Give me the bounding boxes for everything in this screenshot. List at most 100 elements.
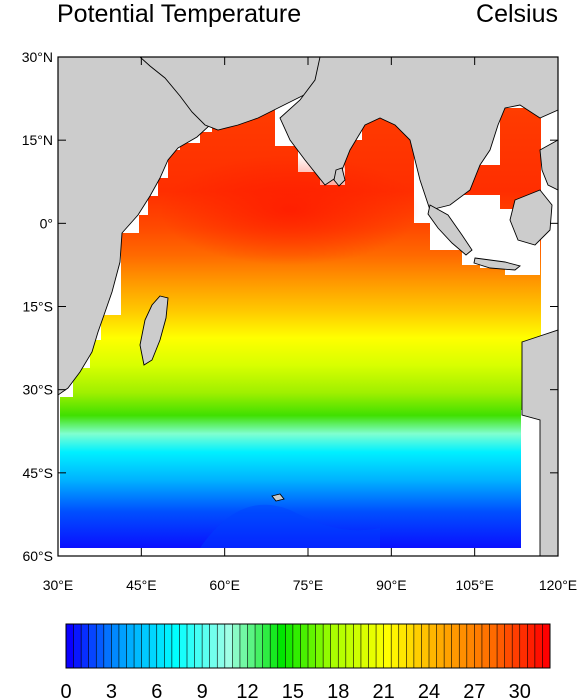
- colorbar-cell: [209, 624, 218, 668]
- colorbar-cell: [134, 624, 142, 668]
- colorbar-cell: [270, 624, 279, 668]
- colorbar-cell: [353, 624, 362, 668]
- lat-tick-label: 60°S: [22, 548, 53, 564]
- colorbar-cell: [202, 624, 210, 668]
- colorbar-cell: [474, 624, 483, 668]
- lon-tick-label: 60°E: [209, 577, 240, 593]
- colorbar-cell: [383, 624, 392, 668]
- lat-tick-label: 15°S: [22, 299, 53, 315]
- colorbar-cell: [512, 624, 521, 668]
- sri-lanka: [333, 167, 346, 187]
- java: [473, 257, 521, 271]
- colorbar-cell: [164, 624, 173, 668]
- colorbar-cell: [179, 624, 188, 668]
- colorbar-cell: [247, 624, 256, 668]
- colorbar-label: 27: [463, 681, 485, 700]
- colorbar-labels: 0 3 6 9 12 15 18 21 24 27 30: [60, 681, 530, 700]
- colorbar-label: 12: [236, 681, 258, 700]
- colorbar-cell: [330, 624, 339, 668]
- colorbar-cell: [171, 624, 180, 668]
- colorbar-cell: [338, 624, 347, 668]
- colorbar-cell: [451, 624, 460, 668]
- colorbar-cell: [292, 624, 301, 668]
- colorbar-label: 18: [327, 681, 349, 700]
- colorbar-cell: [345, 624, 354, 668]
- colorbar-label: 9: [197, 681, 208, 700]
- colorbar-cell: [239, 624, 248, 668]
- colorbar-cell: [277, 624, 286, 668]
- colorbar-cell: [315, 624, 324, 668]
- colorbar-label: 0: [60, 681, 71, 700]
- colorbar-cell: [421, 624, 430, 668]
- colorbar-cell: [194, 624, 203, 668]
- lat-tick-label: 0°: [40, 215, 53, 231]
- colorbar-cell: [504, 624, 513, 668]
- colorbar-cell: [368, 624, 377, 668]
- sumatra: [427, 204, 473, 256]
- map-title: Potential Temperature: [57, 0, 302, 28]
- colorbar-cell: [376, 624, 384, 668]
- colorbar-cell: [534, 624, 543, 668]
- lon-tick-label: 120°E: [539, 577, 577, 593]
- land: [58, 57, 558, 556]
- colorbar-cell: [391, 624, 400, 668]
- lat-tick-label: 30°N: [22, 49, 53, 65]
- madagascar: [139, 295, 169, 366]
- colorbar-cell: [217, 624, 226, 668]
- colorbar-label: 21: [373, 681, 395, 700]
- indochina-east: [539, 139, 558, 191]
- colorbar-cell: [96, 624, 105, 668]
- india-asia-landmass: [279, 57, 558, 211]
- colorbar-cell: [436, 624, 445, 668]
- kerguelen-island: [271, 493, 285, 502]
- colorbar-cell: [323, 624, 331, 668]
- colorbar-cell: [542, 624, 551, 668]
- colorbar-cell: [88, 624, 97, 668]
- colorbar-cell: [466, 624, 475, 668]
- colorbar-cell: [232, 624, 241, 668]
- lon-tick-label: 90°E: [376, 577, 407, 593]
- colorbar-cell: [360, 624, 369, 668]
- colorbar-label: 3: [106, 681, 117, 700]
- colorbar-label: 6: [151, 681, 162, 700]
- colorbar-cell: [126, 624, 135, 668]
- colorbar-cell: [429, 624, 437, 668]
- colorbar-cell: [118, 624, 127, 668]
- lon-tick-label: 30°E: [43, 577, 74, 593]
- colorbar-cell: [81, 624, 89, 668]
- colorbar-cell: [489, 624, 498, 668]
- cold-trough: [200, 504, 380, 548]
- colorbar-cell: [413, 624, 422, 668]
- colorbar-cell: [497, 624, 505, 668]
- colorbar-cell: [255, 624, 263, 668]
- colorbar-cell: [398, 624, 407, 668]
- lon-tick-label: 75°E: [293, 577, 324, 593]
- lat-tick-label: 45°S: [22, 465, 53, 481]
- colorbar-cell: [459, 624, 468, 668]
- colorbar-cell: [111, 624, 120, 668]
- colorbar-cell: [149, 624, 158, 668]
- lon-tick-label: 45°E: [126, 577, 157, 593]
- units-label: Celsius: [476, 0, 558, 28]
- longitude-axis: 30°E 45°E 60°E 75°E 90°E 105°E 120°E: [43, 57, 577, 593]
- colorbar-cell: [156, 624, 165, 668]
- colorbar-cell: [519, 624, 528, 668]
- colorbar-cell: [444, 624, 452, 668]
- colorbar-cell: [103, 624, 112, 668]
- colorbar-cell: [224, 624, 233, 668]
- colorbar-cell: [66, 624, 74, 668]
- colorbar-cell: [527, 624, 536, 668]
- colorbar-cell: [187, 624, 195, 668]
- colorbar-cell: [141, 624, 150, 668]
- colorbar-cell: [481, 624, 490, 668]
- colorbar-frame: [65, 623, 551, 669]
- colorbar-cell: [308, 624, 316, 668]
- latitude-axis: 30°N 15°N 0° 15°S 30°S 45°S 60°S: [22, 49, 558, 564]
- colorbar-cell: [300, 624, 309, 668]
- borneo: [509, 189, 553, 246]
- lat-tick-label: 30°S: [22, 382, 53, 398]
- colorbar-cell: [73, 624, 82, 668]
- colorbar-label: 15: [282, 681, 304, 700]
- lon-tick-label: 105°E: [456, 577, 494, 593]
